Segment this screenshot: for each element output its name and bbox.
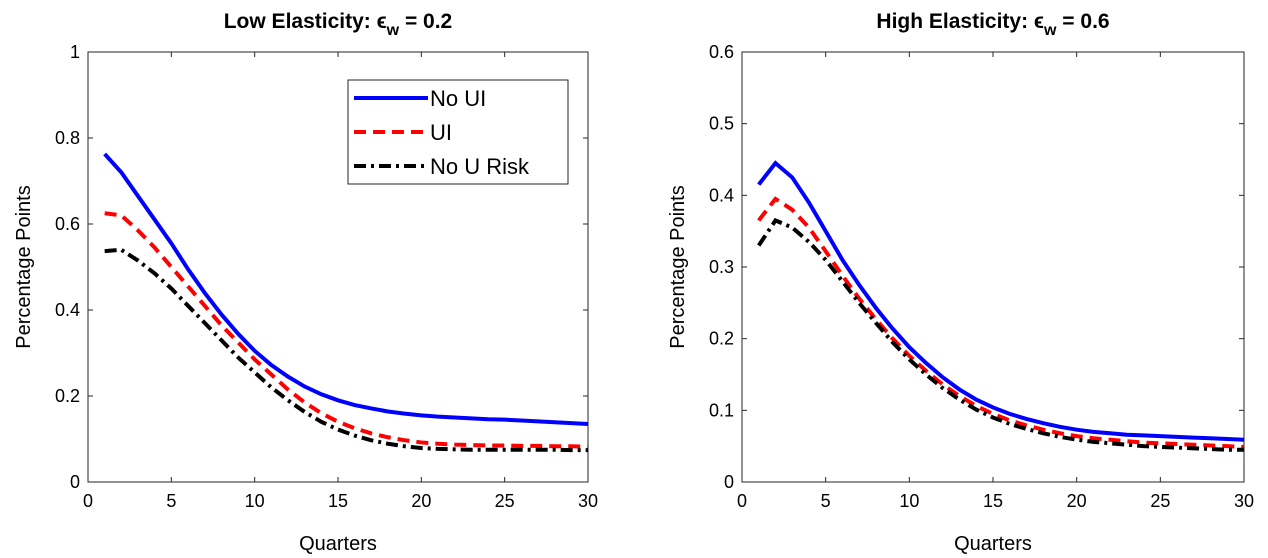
series-line: [757, 217, 1244, 452]
x-tick-label: 10: [245, 491, 265, 511]
x-tick-label: 30: [578, 491, 598, 511]
x-tick-label: 5: [821, 491, 831, 511]
x-tick-label: 0: [737, 491, 747, 511]
title-subscript: w: [386, 22, 400, 39]
x-tick-label: 5: [166, 491, 176, 511]
series-line: [104, 211, 589, 449]
y-axis-label: Percentage Points: [13, 185, 35, 348]
chart-title: Low Elasticity: ϵw = 0.2: [224, 10, 453, 39]
y-tick-label: 0.5: [709, 114, 734, 134]
x-tick-label: 25: [1150, 491, 1170, 511]
x-tick-label: 0: [83, 491, 93, 511]
series-line: [757, 196, 1245, 449]
x-tick-label: 15: [983, 491, 1003, 511]
x-tick-label: 25: [495, 491, 515, 511]
series-line: [103, 152, 589, 426]
legend-label: No U Risk: [430, 154, 530, 179]
x-axis-label: Quarters: [299, 533, 377, 555]
x-tick-label: 10: [899, 491, 919, 511]
x-tick-label: 20: [1067, 491, 1087, 511]
title-text: Low Elasticity: ϵ: [224, 10, 387, 33]
y-tick-label: 0.4: [55, 300, 80, 320]
y-tick-label: 0.1: [709, 400, 734, 420]
y-tick-label: 0: [70, 472, 80, 492]
y-tick-label: 0.2: [709, 329, 734, 349]
series-line: [104, 247, 588, 453]
title-suffix: = 0.2: [399, 10, 452, 33]
y-tick-label: 0.2: [55, 386, 80, 406]
legend-label: UI: [430, 120, 452, 145]
x-tick-label: 30: [1234, 491, 1254, 511]
series-line: [757, 160, 1245, 442]
chart-title: High Elasticity: ϵw = 0.6: [876, 10, 1109, 39]
y-tick-label: 0.6: [709, 42, 734, 62]
x-tick-label: 15: [328, 491, 348, 511]
title-suffix: = 0.6: [1056, 10, 1109, 33]
title-text: High Elasticity: ϵ: [876, 10, 1044, 33]
y-tick-label: 0.3: [709, 257, 734, 277]
y-tick-label: 0.8: [55, 128, 80, 148]
legend-label: No UI: [430, 86, 486, 111]
y-tick-label: 0: [724, 472, 734, 492]
y-tick-label: 1: [70, 42, 80, 62]
x-tick-label: 20: [411, 491, 431, 511]
title-subscript: w: [1043, 22, 1057, 39]
y-tick-label: 0.6: [55, 214, 80, 234]
y-tick-label: 0.4: [709, 185, 734, 205]
y-axis-label: Percentage Points: [667, 185, 689, 348]
x-axis-label: Quarters: [954, 533, 1032, 555]
